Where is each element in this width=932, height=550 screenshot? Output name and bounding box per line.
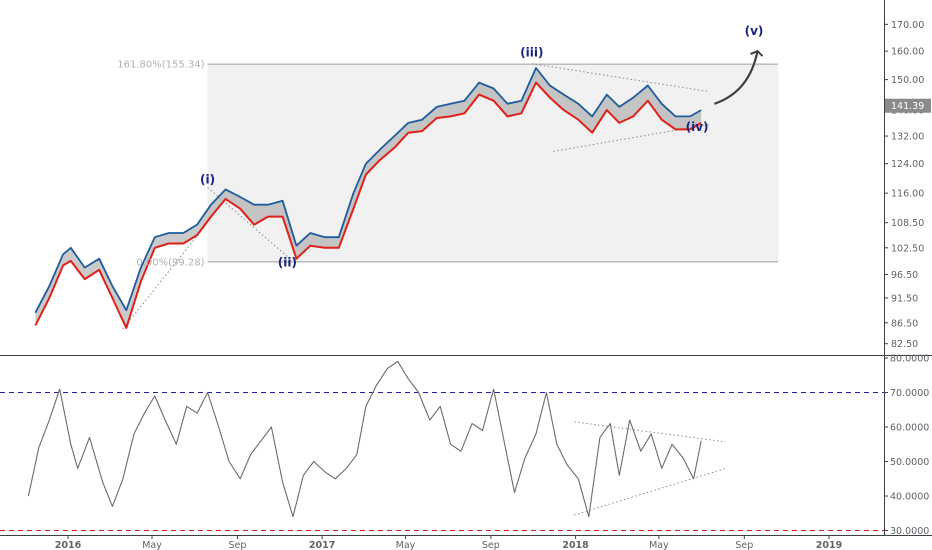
y-tick-label: 170.00 [891,20,924,31]
y-tick-label: 116.00 [891,189,924,200]
y-tick-label: 124.00 [891,159,924,170]
trendline [531,63,709,93]
y-tick-label: 160.00 [891,47,924,58]
trendline [574,467,726,516]
x-tick-label: Sep [228,540,246,550]
series-line-low [34,81,702,329]
series-line-high [34,67,702,314]
x-tick-label: May [142,540,162,550]
wave-label: (iii) [520,46,543,60]
fib-level-label: 161.80%(155.34) [117,60,204,71]
y-tick-label: 91.50 [891,293,918,304]
y-tick-label: 102.50 [891,243,924,254]
wave-label: (ii) [278,255,297,269]
arrow-head-icon [750,49,764,57]
wave-label: (i) [200,173,215,187]
price-panel: (i) (ii) (iii) (iv) (v) 161.80%(155.34) 0.00%(… [34,24,779,330]
y-tick-label: 96.50 [891,270,918,281]
y-tick-label: 150.00 [891,75,924,86]
x-tick-label: 2019 [816,540,842,550]
wave-label: (iv) [686,120,709,134]
y-tick-label: 30.0000 [890,526,929,537]
y-tick-label: 80.0000 [890,354,929,365]
trendline [122,222,208,330]
y-tick-label: 40.0000 [890,492,929,503]
y-tick-label: 70.0000 [890,388,929,399]
trendline [207,187,288,257]
x-tick-label: May [396,540,416,550]
y-tick-label: 86.50 [891,318,918,329]
projection-arrow [714,50,759,105]
fib-level-label: 0.00%(99.28) [136,257,204,268]
y-tick-label: 82.50 [891,339,918,350]
last-price-badge [885,98,931,113]
y-tick-label: 50.0000 [890,457,929,468]
series-line-oscillator [27,360,702,518]
trendline [574,421,726,443]
oscillator-panel [0,360,884,532]
y-tick-label: 132.00 [891,132,924,143]
x-tick-label: 2018 [562,540,589,550]
x-tick-label: Sep [735,540,753,550]
x-tick-label: Sep [482,540,500,550]
x-tick-label: 2017 [309,540,335,550]
x-tick-label: May [649,540,669,550]
wave-label: (v) [745,24,764,38]
last-price-label: 141.39 [891,101,924,112]
x-tick-label: 2016 [55,540,82,550]
y-tick-label: 60.0000 [890,423,929,434]
y-tick-label: 108.50 [891,218,924,229]
